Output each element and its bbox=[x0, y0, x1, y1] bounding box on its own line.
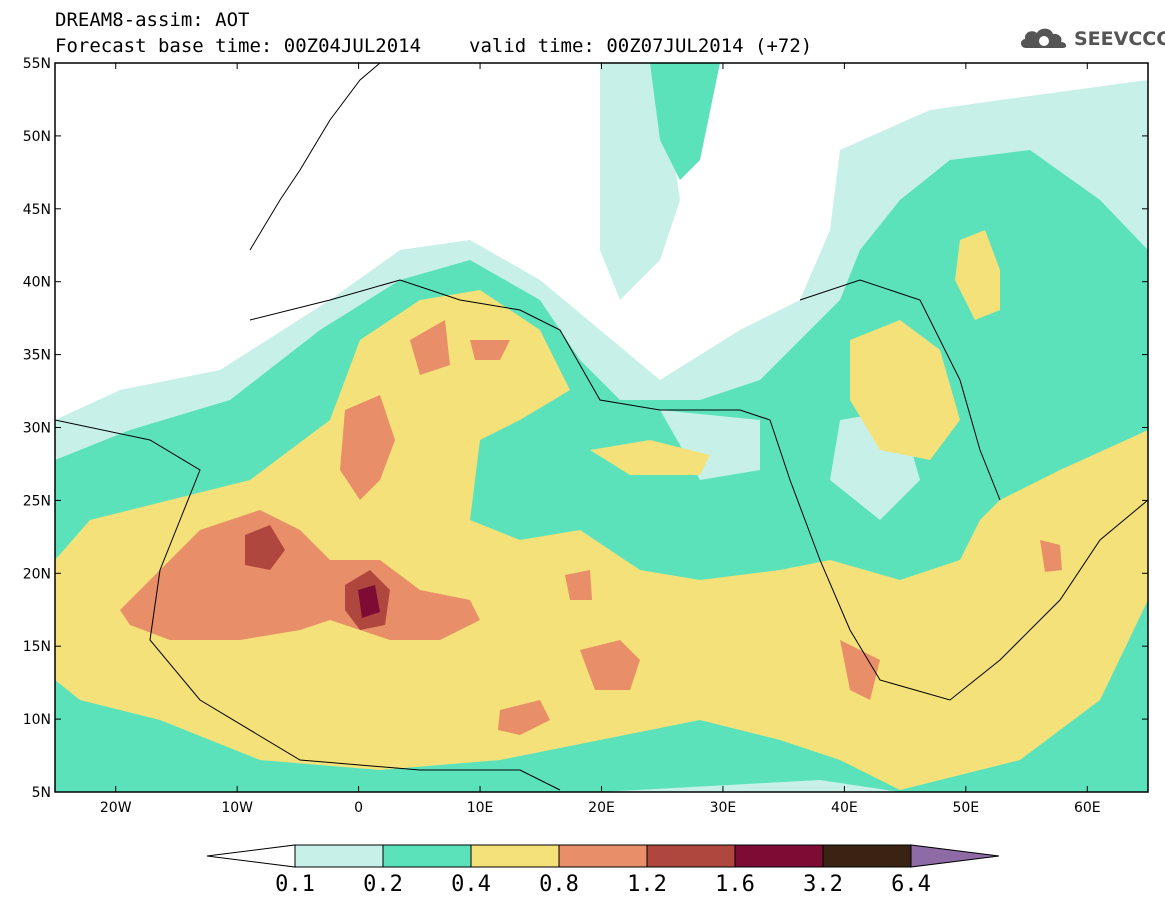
colorbar-level-label: 0.4 bbox=[451, 872, 491, 897]
colorbar-level-label: 3.2 bbox=[803, 872, 843, 897]
lon-tick-label: 10E bbox=[467, 800, 494, 816]
map-title: DREAM8-assim: AOT bbox=[55, 9, 250, 31]
lon-tick-label: 50E bbox=[952, 800, 979, 816]
cloud-icon bbox=[1020, 28, 1067, 48]
colorbar-segment bbox=[294, 844, 384, 868]
lat-tick-label: 50N bbox=[23, 129, 51, 145]
colorbar-level-label: 6.4 bbox=[891, 872, 931, 897]
lat-tick-label: 20N bbox=[23, 566, 51, 582]
lat-tick-label: 25N bbox=[23, 493, 51, 509]
lat-tick-label: 35N bbox=[23, 348, 51, 364]
base-time: Forecast base time: 00Z04JUL2014 bbox=[55, 35, 422, 57]
colorbar-under-triangle bbox=[206, 844, 296, 868]
lon-tick-label: 40E bbox=[831, 800, 858, 816]
lat-tick-label: 30N bbox=[23, 421, 51, 437]
valid-time: valid time: 00Z07JUL2014 (+72) bbox=[469, 35, 813, 57]
colorbar-level-label: 1.6 bbox=[715, 872, 755, 897]
lon-tick-label: 0 bbox=[354, 800, 363, 816]
colorbar-segment bbox=[822, 844, 912, 868]
lon-tick-label: 20E bbox=[588, 800, 615, 816]
lat-tick-label: 5N bbox=[32, 785, 51, 801]
lon-tick-label: 30E bbox=[710, 800, 737, 816]
colorbar-over-triangle bbox=[910, 844, 1000, 868]
lat-tick-label: 55N bbox=[23, 56, 51, 72]
lat-tick-label: 40N bbox=[23, 275, 51, 291]
aot-field bbox=[55, 63, 1148, 792]
lat-tick-label: 45N bbox=[23, 202, 51, 218]
colorbar-level-label: 0.2 bbox=[363, 872, 403, 897]
colorbar-segment bbox=[382, 844, 472, 868]
colorbar-level-label: 1.2 bbox=[627, 872, 667, 897]
time-info: Forecast base time: 00Z04JUL2014 valid ti… bbox=[55, 35, 812, 57]
coastlines bbox=[55, 63, 1148, 791]
lon-axis: 20W 10W 0 10E 20E 30E 40E 50E 60E bbox=[100, 63, 1101, 816]
colorbar-level-label: 0.1 bbox=[275, 872, 315, 897]
seevccc-logo: SEEVCCC bbox=[1018, 24, 1165, 56]
lon-tick-label: 10W bbox=[221, 800, 253, 816]
lon-tick-label: 60E bbox=[1074, 800, 1101, 816]
colorbar-level-label: 0.8 bbox=[539, 872, 579, 897]
colorbar bbox=[206, 844, 1000, 868]
colorbar-segment bbox=[646, 844, 736, 868]
lon-tick-label: 20W bbox=[100, 800, 132, 816]
lat-tick-label: 10N bbox=[23, 712, 51, 728]
colorbar-segment bbox=[470, 844, 560, 868]
lat-tick-label: 15N bbox=[23, 639, 51, 655]
logo-text: SEEVCCC bbox=[1074, 28, 1165, 50]
colorbar-segment bbox=[558, 844, 648, 868]
lat-axis: 55N 50N 45N 40N 35N 30N 25N 20N 15N 10N 5N bbox=[23, 56, 1148, 801]
colorbar-segment bbox=[734, 844, 824, 868]
